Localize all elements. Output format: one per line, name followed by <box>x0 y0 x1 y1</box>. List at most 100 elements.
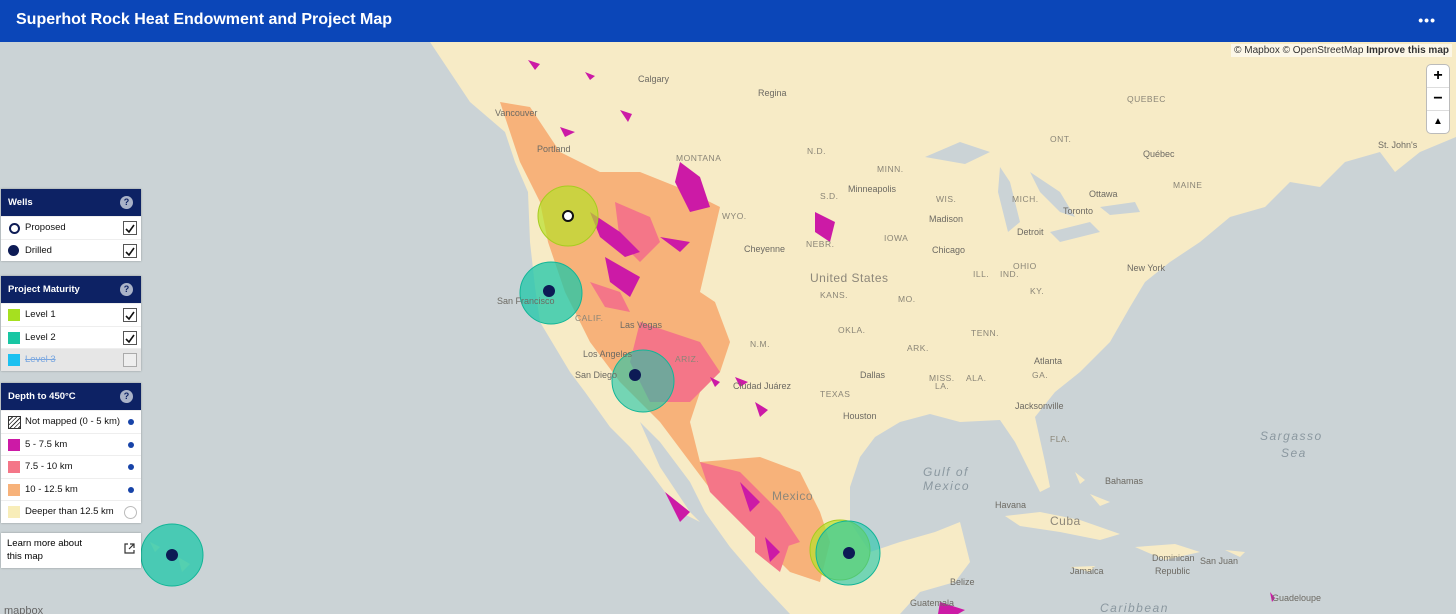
drilled-well[interactable] <box>843 547 855 559</box>
legend-label: Deeper than 12.5 km <box>25 506 114 517</box>
map-label: CALIF. <box>575 313 604 323</box>
legend-row[interactable]: Level 1 <box>1 303 141 326</box>
map-label: MONTANA <box>676 153 721 163</box>
map-label: MINN. <box>877 164 904 174</box>
map-label: Sea <box>1281 446 1307 460</box>
map-label: Portland <box>537 144 571 154</box>
map-label: San Francisco <box>497 296 555 306</box>
learn-more-line: this map <box>7 551 43 562</box>
map-label: Jamaica <box>1070 566 1104 576</box>
legend-row[interactable]: Drilled <box>1 238 141 262</box>
menu-button[interactable]: ••• <box>1418 12 1436 28</box>
map-label: Toronto <box>1063 206 1093 216</box>
drilled-well[interactable] <box>166 549 178 561</box>
map-label: Calgary <box>638 74 670 84</box>
map-label: ARIZ. <box>675 354 699 364</box>
zoom-out[interactable]: − <box>1427 88 1449 111</box>
wells-panel: Wells? Proposed Drilled <box>1 189 141 261</box>
map-label: Ottawa <box>1089 189 1118 199</box>
legend-row[interactable]: 5 - 7.5 km <box>1 432 141 456</box>
map-label: Cuba <box>1050 514 1081 528</box>
attribution-mapbox[interactable]: © Mapbox <box>1234 45 1280 56</box>
map-label: Québec <box>1143 149 1175 159</box>
help[interactable]: ? <box>120 283 133 296</box>
map-label: Havana <box>995 500 1026 510</box>
legend-label: 10 - 12.5 km <box>25 483 78 495</box>
map-label: Regina <box>758 88 787 98</box>
attribution: © Mapbox © OpenStreetMap Improve this ma… <box>1231 44 1452 57</box>
legend-row[interactable]: Not mapped (0 - 5 km) <box>1 410 141 433</box>
panel-title: Depth to 450°C <box>8 391 76 402</box>
legend-row[interactable]: 10 - 12.5 km <box>1 477 141 501</box>
title: Superhot Rock Heat Endowment and Project… <box>16 11 393 28</box>
checkbox[interactable] <box>123 330 137 345</box>
land-cuba <box>1005 472 1245 572</box>
legend-row[interactable]: Deeper than 12.5 km <box>1 500 141 523</box>
checkbox[interactable] <box>123 308 137 322</box>
mapbox-logo: mapbox <box>4 605 44 614</box>
legend-label: Level 2 <box>25 331 56 343</box>
map[interactable]: Calgary Regina Vancouver Portland MONTANA WYO… <box>0 42 1456 614</box>
checkbox[interactable] <box>123 353 137 367</box>
map-label: S.D. <box>820 191 839 201</box>
map-label: Minneapolis <box>848 184 897 194</box>
attribution-osm[interactable]: © OpenStreetMap <box>1282 45 1364 56</box>
learn-more[interactable]: Learn more about this map <box>1 533 141 568</box>
map-label: Chicago <box>932 245 965 255</box>
map-label: KANS. <box>820 290 848 300</box>
map-label: Guadeloupe <box>1272 593 1321 603</box>
legend-label: Drilled <box>25 244 52 256</box>
map-label: MISS. <box>929 373 955 383</box>
map-label: WYO. <box>722 211 747 221</box>
legend-label: Proposed <box>25 222 66 233</box>
map-label: Belize <box>950 577 975 587</box>
wells <box>140 185 881 587</box>
drilled-well[interactable] <box>629 369 641 381</box>
checkbox[interactable] <box>123 221 137 235</box>
level-2-project[interactable] <box>611 349 675 413</box>
map-label: TENN. <box>971 328 999 338</box>
legend-row[interactable]: 7.5 - 10 km <box>1 455 141 478</box>
panel-header: Depth to 450°C? <box>1 383 141 410</box>
learn-more-line: Learn more about <box>7 538 82 549</box>
map-label: NEBR. <box>806 239 834 249</box>
map-labels: Calgary Regina Vancouver Portland MONTANA WYO… <box>495 74 1418 614</box>
legend-label: Not mapped (0 - 5 km) <box>25 416 121 427</box>
map-label: Mexico <box>923 479 970 493</box>
proposed-well[interactable] <box>562 210 574 222</box>
map-label: WIS. <box>936 194 956 204</box>
zoom-in[interactable]: + <box>1427 65 1449 88</box>
legend-row[interactable]: Level 2 <box>1 325 141 349</box>
panel-title: Project Maturity <box>8 284 80 295</box>
legend-row[interactable]: Level 3 <box>1 348 141 371</box>
map-label: Madison <box>929 214 963 224</box>
map-label: Cheyenne <box>744 244 785 254</box>
reset-north[interactable]: ▲ <box>1433 116 1443 127</box>
map-label: IOWA <box>884 233 908 243</box>
map-label: Sargasso <box>1260 429 1323 443</box>
legend-row[interactable]: Proposed <box>1 216 141 239</box>
panel-title: Wells <box>8 197 33 208</box>
map-controls: + − ▲ <box>1427 65 1449 133</box>
map-label: Guatemala <box>910 598 954 608</box>
map-label: QUEBEC <box>1127 94 1166 104</box>
help[interactable]: ? <box>120 196 133 209</box>
map-label: OHIO <box>1013 261 1037 271</box>
map-label: Dominican <box>1152 553 1195 563</box>
help[interactable]: ? <box>120 390 133 403</box>
map-label: Las Vegas <box>620 320 663 330</box>
map-label: MO. <box>898 294 916 304</box>
drilled-well[interactable] <box>543 285 555 297</box>
checkbox[interactable] <box>123 243 137 258</box>
map-label: Vancouver <box>495 108 537 118</box>
improve-map[interactable]: Improve this map <box>1366 45 1449 56</box>
map-label: Jacksonville <box>1015 401 1064 411</box>
lakes <box>925 142 1140 242</box>
depth-panel: Depth to 450°C? Not mapped (0 - 5 km) 5 … <box>1 383 141 523</box>
legend-label: Level 3 <box>25 354 56 365</box>
map-label: Caribbean <box>1100 601 1169 614</box>
legend-label: 5 - 7.5 km <box>25 438 68 450</box>
map-label: MAINE <box>1173 180 1202 190</box>
